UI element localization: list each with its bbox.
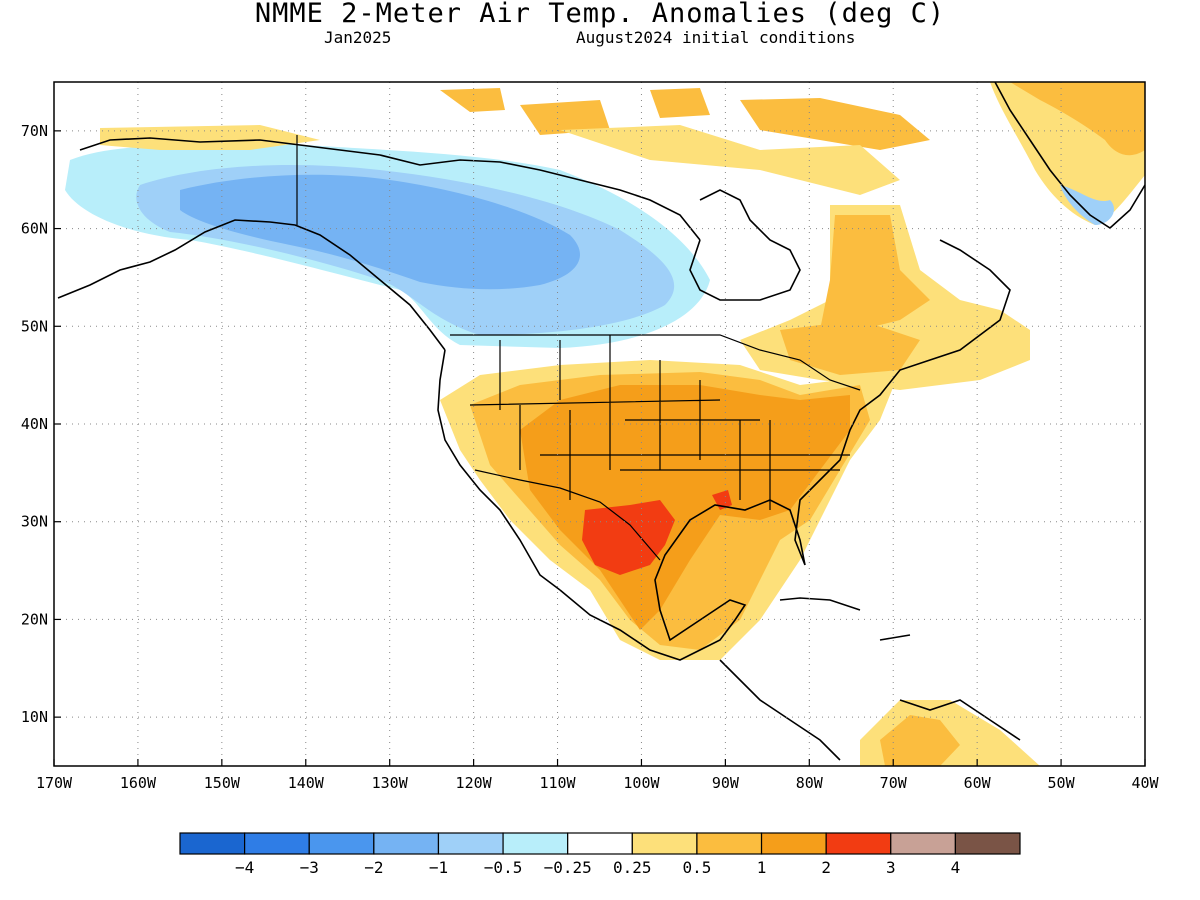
lat-tick-label: 60N <box>21 220 48 238</box>
lon-tick-label: 140W <box>288 774 325 792</box>
forecast-month: Jan2025 <box>324 28 392 47</box>
colorbar-swatch <box>631 832 698 855</box>
colorbar-label: −2 <box>364 858 383 877</box>
lon-tick-label: 100W <box>623 774 660 792</box>
colorbar-swatch <box>308 832 375 855</box>
colorbar-swatch <box>437 832 504 855</box>
coastline-caribbean <box>779 597 1021 741</box>
colorbar-label: 1 <box>757 858 767 877</box>
colorbar-swatch <box>502 832 569 855</box>
state-lines <box>469 335 850 510</box>
coastline-alaska <box>57 219 446 351</box>
colorbar-label: −4 <box>235 858 254 877</box>
lon-tick-label: 110W <box>539 774 576 792</box>
lat-tick-label: 20N <box>21 610 48 628</box>
anomaly-region-greenland-orange <box>1010 82 1145 156</box>
graticule <box>54 82 1145 766</box>
coastline-greenland <box>994 82 1145 230</box>
lon-tick-label: 80W <box>796 774 824 792</box>
lon-tick-label: 70W <box>880 774 908 792</box>
colorbar-swatch <box>179 832 246 855</box>
coastline-hudson-bay <box>689 189 801 301</box>
coastline-arctic <box>79 137 701 241</box>
coastline-central-america <box>719 659 841 761</box>
anomaly-region-greenland-cyan <box>1060 185 1115 225</box>
initial-conditions: August2024 initial conditions <box>576 28 856 47</box>
borders <box>296 135 861 561</box>
colorbar-label: 4 <box>951 858 961 877</box>
colorbar-swatch <box>825 832 892 855</box>
lon-tick-label: 120W <box>456 774 493 792</box>
lat-tick-label: 30N <box>21 513 48 531</box>
colorbar-label: 3 <box>886 858 896 877</box>
colorbar-label: 0.5 <box>682 858 711 877</box>
map-title: NMME 2-Meter Air Temp. Anomalies (deg C) <box>254 0 946 29</box>
border-us-mexico <box>474 469 661 561</box>
colorbar-swatch <box>954 832 1021 855</box>
anomaly-region-conus-dark-orange <box>520 385 850 630</box>
lon-tick-label: 130W <box>372 774 409 792</box>
longitude-axis: 170W 160W 150W 140W 130W 120W 110W 100W 90W 80W 70… <box>36 759 1160 792</box>
colorbar-label: −0.5 <box>484 858 523 877</box>
lat-tick-label: 40N <box>21 415 48 433</box>
anomaly-region-arctic-light <box>100 125 900 195</box>
border-us-canada <box>450 334 861 391</box>
lon-tick-label: 150W <box>204 774 241 792</box>
colorbar: −4 −3 −2 −1 −0.5 −0.25 0.25 0.5 1 2 3 4 <box>179 832 1021 877</box>
colorbar-swatch <box>696 832 763 855</box>
colorbar-swatch <box>373 832 440 855</box>
anomaly-region-arctic-islands <box>440 88 930 150</box>
anomaly-region-eastern-canada-orange <box>780 215 930 375</box>
latitude-axis: 10N 20N 30N 40N 50N 60N 70N <box>21 122 61 726</box>
coastlines <box>57 82 1145 761</box>
lon-tick-label: 90W <box>712 774 740 792</box>
lon-tick-label: 40W <box>1131 774 1159 792</box>
colorbar-label: −0.25 <box>544 858 592 877</box>
colorbar-label: −3 <box>300 858 319 877</box>
colorbar-swatch <box>244 832 310 855</box>
coastline-west-us <box>437 349 561 591</box>
colorbar-label: 2 <box>821 858 831 877</box>
colorbar-swatch <box>760 832 827 855</box>
lon-tick-label: 160W <box>120 774 157 792</box>
lon-tick-label: 170W <box>36 774 73 792</box>
anomaly-region-mid-blue <box>180 174 580 290</box>
lat-tick-label: 10N <box>21 708 48 726</box>
colorbar-swatch <box>890 832 956 855</box>
lat-tick-label: 50N <box>21 317 48 335</box>
colorbar-label: −1 <box>429 858 448 877</box>
lon-tick-label: 60W <box>964 774 992 792</box>
colorbar-label: 0.25 <box>613 858 652 877</box>
anomaly-field <box>65 82 1145 766</box>
lon-tick-label: 50W <box>1048 774 1076 792</box>
anomaly-region-texas-red <box>582 490 732 575</box>
colorbar-swatch <box>567 832 633 855</box>
lat-tick-label: 70N <box>21 122 48 140</box>
anomaly-region-south-america-orange <box>880 715 960 766</box>
